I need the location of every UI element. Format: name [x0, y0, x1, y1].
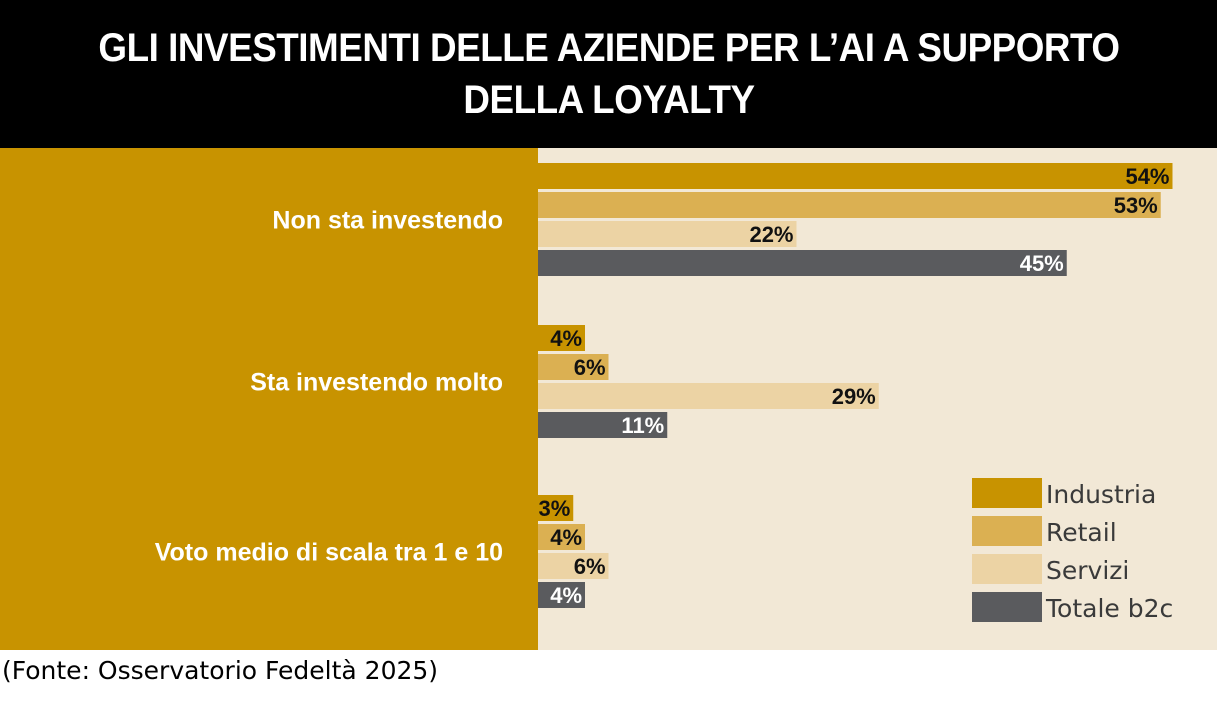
data-label: 29% [832, 384, 876, 409]
title-bar: GLI INVESTIMENTI DELLE AZIENDE PER L’AI … [0, 0, 1217, 148]
category-labels-layer: Non sta investendo Sta investendo molto Vo… [155, 207, 503, 567]
legend-swatch-retail [972, 516, 1042, 546]
bar-3-servizi [538, 553, 609, 579]
data-label: 6% [574, 554, 606, 579]
data-label: 54% [1125, 164, 1169, 189]
data-label: 45% [1020, 251, 1064, 276]
chart-title: GLI INVESTIMENTI DELLE AZIENDE PER L’AI … [97, 26, 1120, 122]
legend-label: Servizi [1046, 556, 1129, 585]
bar-1-industria [538, 163, 1173, 189]
bar-3-retail [538, 524, 585, 550]
bar-3-totale-b2c [538, 582, 585, 608]
bar-chart: 54% 53% 22% 45% 4% 6% 29% 11% 3% 4% 6% 4% Non sta i… [0, 148, 1217, 650]
data-label: 4% [550, 326, 582, 351]
category-label-panel [0, 148, 538, 650]
category-label: Sta investendo molto [250, 369, 503, 397]
legend-label: Retail [1046, 518, 1117, 547]
legend: Industria Retail Servizi Totale b2c [972, 478, 1173, 623]
data-label: 22% [749, 222, 793, 247]
data-label: 4% [550, 525, 582, 550]
bar-2-industria [538, 325, 585, 351]
bar-1-totale-b2c [538, 250, 1067, 276]
bar-1-servizi [538, 221, 797, 247]
bar-2-totale-b2c [538, 412, 668, 438]
legend-label: Industria [1046, 480, 1156, 509]
category-label: Voto medio di scala tra 1 e 10 [155, 539, 503, 567]
bar-2-servizi [538, 383, 879, 409]
source-note: (Fonte: Osservatorio Fedeltà 2025) [2, 656, 439, 685]
bars-layer: 54% 53% 22% 45% 4% 6% 29% 11% 3% 4% 6% 4% [538, 163, 1173, 608]
data-label: 6% [574, 355, 606, 380]
legend-swatch-industria [972, 478, 1042, 508]
legend-swatch-servizi [972, 554, 1042, 584]
bar-3-industria [538, 495, 574, 521]
bar-1-retail [538, 192, 1161, 218]
data-label: 3% [538, 496, 570, 521]
legend-swatch-totale-b2c [972, 592, 1042, 622]
data-label: 4% [550, 583, 582, 608]
legend-label: Totale b2c [1045, 594, 1173, 623]
bar-2-retail [538, 354, 609, 380]
data-label: 53% [1114, 193, 1158, 218]
category-label: Non sta investendo [272, 207, 503, 235]
data-label: 11% [621, 413, 664, 438]
